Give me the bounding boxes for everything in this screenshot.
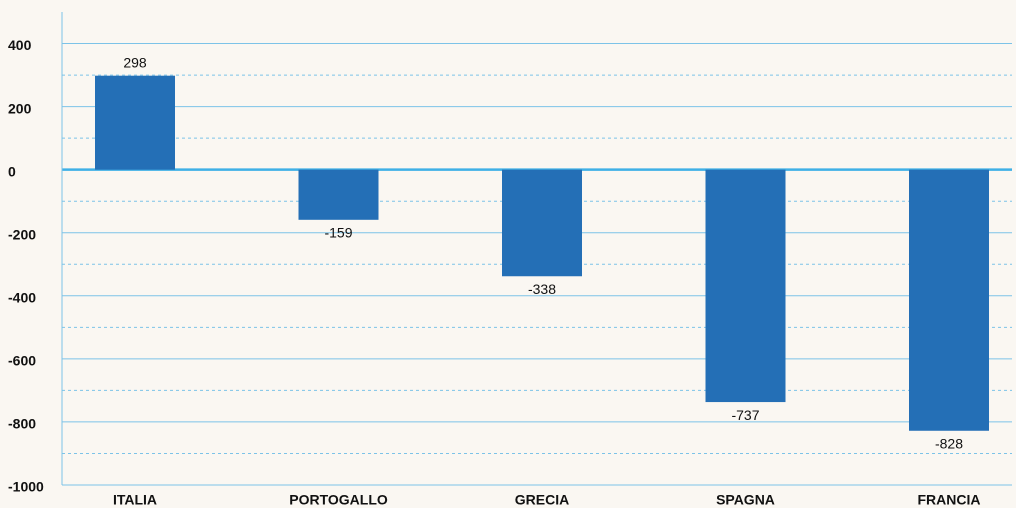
x-tick-label: PORTOGALLO bbox=[289, 492, 388, 508]
x-tick-label: SPAGNA bbox=[716, 492, 775, 508]
y-tick-label: -400 bbox=[8, 290, 36, 306]
y-tick-label: -600 bbox=[8, 353, 36, 369]
y-tick-label: -200 bbox=[8, 226, 36, 242]
bar bbox=[95, 75, 175, 170]
data-label: -159 bbox=[324, 225, 352, 241]
y-tick-label: 400 bbox=[8, 37, 32, 53]
bar bbox=[705, 169, 786, 403]
data-label: -338 bbox=[528, 281, 556, 297]
y-tick-label: -1000 bbox=[8, 479, 44, 495]
x-tick-label: GRECIA bbox=[515, 492, 569, 508]
x-tick-label: FRANCIA bbox=[918, 492, 981, 508]
bar bbox=[909, 169, 989, 431]
bar bbox=[298, 169, 379, 220]
bar bbox=[502, 169, 582, 277]
data-label: -828 bbox=[935, 435, 963, 451]
data-label: 298 bbox=[123, 54, 147, 70]
data-label: -737 bbox=[731, 407, 759, 423]
x-tick-label: ITALIA bbox=[113, 492, 157, 508]
y-tick-label: 200 bbox=[8, 100, 32, 116]
y-tick-label: 0 bbox=[8, 163, 16, 179]
y-tick-label: -800 bbox=[8, 416, 36, 432]
